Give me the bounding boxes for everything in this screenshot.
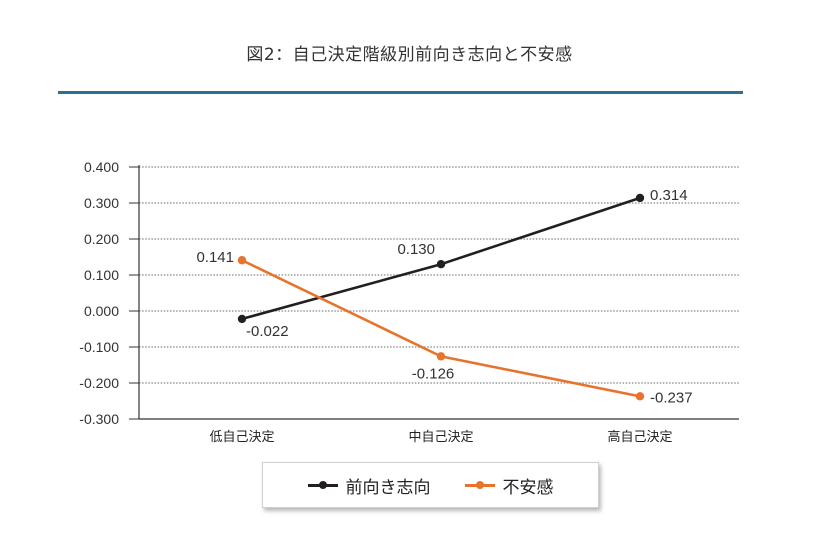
- data-point-series-2: [436, 352, 446, 361]
- title-underline: [58, 91, 743, 94]
- data-label-series-1: 0.130: [397, 241, 435, 258]
- data-label-series-2: 0.141: [196, 249, 234, 266]
- gridlines: [139, 166, 739, 384]
- y-tick-label: -0.300: [79, 411, 119, 427]
- y-tick-label: 0.100: [84, 267, 119, 283]
- y-tick-label: 0.300: [84, 195, 119, 211]
- data-labels: -0.022 0.130 0.314 0.141 -0.126 -0.237: [196, 187, 692, 406]
- legend-label-series-2: 不安感: [502, 477, 554, 498]
- legend-swatch-series-1: [307, 479, 338, 491]
- legend-swatch-series-2: [464, 479, 495, 491]
- x-category-label: 中自己決定: [408, 430, 473, 445]
- legend-item-series-1: 前向き志向: [307, 473, 431, 498]
- y-tick-label: 0.000: [84, 303, 119, 319]
- data-label-series-1: -0.022: [246, 323, 289, 340]
- data-point-series-2: [635, 392, 645, 401]
- y-tick-label: -0.100: [79, 339, 119, 355]
- x-category-label: 低自己決定: [209, 430, 274, 445]
- data-point-series-2: [237, 256, 247, 265]
- series-line-1: [241, 196, 641, 321]
- y-tick-labels: 0.400 0.300 0.200 0.100 0.000 -0.100 -0.200 -0.…: [79, 159, 119, 427]
- x-category-label: 高自己決定: [607, 429, 672, 445]
- data-label-series-2: -0.126: [412, 365, 455, 382]
- data-point-series-1: [436, 260, 446, 269]
- legend-label-series-1: 前向き志向: [345, 477, 431, 498]
- data-label-series-1: 0.314: [650, 187, 688, 204]
- legend-item-series-2: 不安感: [464, 473, 554, 498]
- axes: [129, 165, 739, 420]
- x-category-labels: 低自己決定 中自己決定 高自己決定: [209, 429, 672, 445]
- y-tick-label: 0.400: [84, 159, 119, 175]
- series-lines: [237, 193, 645, 401]
- chart-title: 図2：自己決定階級別前向き志向と不安感: [246, 45, 573, 65]
- legend: 前向き志向 不安感: [262, 462, 599, 508]
- y-tick-label: -0.200: [79, 375, 119, 391]
- data-point-series-1: [635, 193, 645, 203]
- data-point-series-1: [237, 314, 247, 324]
- data-label-series-2: -0.237: [650, 389, 693, 406]
- y-tick-label: 0.200: [84, 231, 119, 247]
